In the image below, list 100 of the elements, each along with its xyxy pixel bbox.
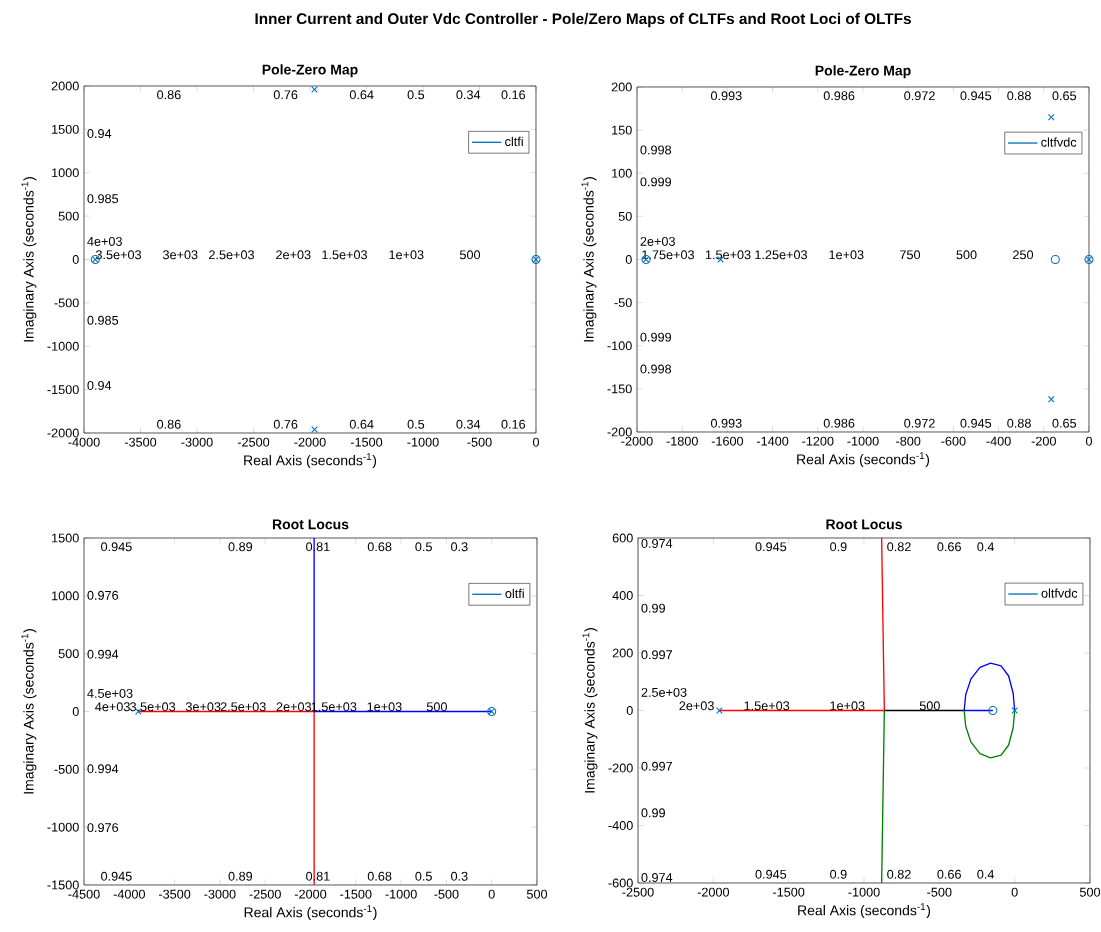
- y-axis-title: Imaginary Axis (seconds$^{-1}$): [21, 177, 37, 342]
- x-tick-label: -1500: [773, 887, 805, 897]
- annotation: 1e+03: [389, 250, 424, 260]
- annotation: 0.4: [977, 869, 995, 879]
- y-tick-label: -500: [54, 298, 79, 308]
- annotation: 0.994: [87, 649, 119, 659]
- y-tick-label: -2000: [47, 428, 79, 438]
- x-tick-label: -1500: [350, 437, 383, 447]
- annotation: 0.945: [101, 542, 132, 552]
- annotation: 1e+03: [830, 701, 865, 711]
- x-tick-label: -2500: [622, 887, 654, 897]
- annotation: 0.986: [823, 91, 855, 101]
- annotation: 3e+03: [185, 702, 221, 712]
- annotation: 0.82: [887, 542, 911, 552]
- y-tick-label: 0: [626, 706, 633, 715]
- annotation: 0.68: [367, 871, 392, 881]
- annotation: 0.5: [415, 871, 432, 881]
- y-tick-label: 1500: [52, 533, 79, 543]
- annotation: 0.82: [887, 869, 911, 879]
- x-axis-title: Real Axis (seconds$^{-1}$): [797, 452, 930, 468]
- x-tick-label: -2000: [294, 437, 326, 447]
- y-tick-label: 400: [612, 591, 633, 600]
- legend-label: cltfvdc: [1041, 137, 1077, 147]
- annotation: 0.5: [415, 542, 432, 552]
- annotation: 2.5e+03: [209, 250, 254, 260]
- annotation: 2e+03: [640, 236, 675, 246]
- y-tick-label: 1000: [52, 591, 79, 601]
- x-tick-label: -500: [434, 889, 459, 899]
- annotation: 0.998: [640, 145, 672, 155]
- annotation: 1e+03: [829, 250, 864, 260]
- annotation: 0.976: [87, 590, 119, 600]
- annotation: 1.5e+03: [705, 250, 751, 260]
- y-tick-label: -1000: [47, 822, 79, 832]
- annotation: 0.3: [451, 542, 468, 552]
- annotation: 0.66: [937, 869, 961, 879]
- x-tick-label: -600: [941, 436, 966, 446]
- x-tick-label: -4000: [113, 889, 145, 899]
- annotation: 0.9: [830, 542, 847, 552]
- y-tick-label: -50: [614, 298, 632, 308]
- x-tick-label: -1500: [340, 889, 372, 899]
- annotation: 0.94: [87, 380, 112, 390]
- y-tick-label: -200: [607, 427, 632, 437]
- annotation: 500: [919, 701, 940, 711]
- x-axis-title: Real Axis (seconds$^{-1}$): [798, 903, 931, 919]
- y-axis-title: Imaginary Axis (seconds$^{-1}$): [21, 629, 37, 794]
- y-tick-label: -200: [608, 763, 633, 773]
- annotation: 0.993: [710, 418, 742, 428]
- y-tick-label: -400: [608, 821, 633, 830]
- y-tick-label: 2000: [51, 81, 79, 91]
- annotation: 0.945: [101, 871, 132, 881]
- x-tick-label: -400: [986, 436, 1011, 446]
- y-axis-title: Imaginary Axis (seconds$^{-1}$): [582, 628, 598, 793]
- annotation: 0.945: [755, 869, 787, 879]
- x-tick-label: -1000: [848, 887, 880, 897]
- x-tick-label: -1200: [802, 436, 834, 446]
- annotation: 0.976: [87, 823, 119, 833]
- chart-title: Root Locus: [826, 519, 902, 530]
- y-tick-label: 500: [58, 211, 79, 221]
- y-axis-title: Imaginary Axis (seconds$^{-1}$): [581, 177, 597, 342]
- y-tick-label: 200: [612, 648, 633, 658]
- annotation: 0.993: [710, 91, 742, 101]
- x-tick-label: -1800: [666, 436, 698, 446]
- y-tick-label: 100: [612, 168, 632, 178]
- y-tick-label: 0: [625, 255, 632, 264]
- x-tick-label: 500: [526, 889, 548, 899]
- y-tick-label: -500: [54, 764, 79, 774]
- annotation: 0.34: [456, 90, 481, 100]
- annotation: 0.999: [640, 332, 672, 342]
- annotation: 0.994: [87, 764, 119, 774]
- annotation: 0.65: [1052, 418, 1077, 428]
- y-tick-label: -600: [608, 878, 633, 888]
- annotation: 500: [956, 250, 977, 260]
- x-tick-label: 0: [1011, 887, 1018, 897]
- annotation: 4.5e+03: [87, 688, 133, 698]
- annotation: 0.4: [977, 542, 995, 552]
- annotation: 0.985: [87, 315, 119, 325]
- annotation: 3e+03: [162, 250, 198, 260]
- annotation: 500: [459, 250, 481, 260]
- annotation: 0.99: [641, 808, 665, 818]
- x-tick-label: -2000: [697, 887, 730, 897]
- annotation: 0.86: [157, 419, 181, 429]
- annotation: 0.5: [407, 419, 425, 429]
- chart-title: Pole-Zero Map: [262, 64, 358, 78]
- y-tick-label: 500: [58, 649, 79, 659]
- annotation: 0.945: [960, 91, 992, 101]
- annotation: 500: [426, 702, 447, 712]
- annotation: 1.5e+03: [744, 701, 790, 711]
- annotation: 0.986: [823, 418, 855, 428]
- annotation: 0.945: [755, 542, 787, 552]
- x-tick-label: -3500: [124, 437, 157, 447]
- annotation: 3.5e+03: [130, 702, 176, 712]
- x-tick-label: -4500: [68, 889, 100, 899]
- annotation: 0.76: [273, 90, 298, 100]
- point: [1047, 395, 1055, 403]
- annotation: 0.3: [451, 871, 468, 881]
- annotation: 0.16: [501, 419, 526, 429]
- x-tick-label: -2500: [249, 889, 281, 899]
- annotation: 0.88: [1007, 91, 1031, 101]
- annotation: 0.86: [157, 90, 181, 100]
- y-tick-label: 150: [612, 125, 632, 135]
